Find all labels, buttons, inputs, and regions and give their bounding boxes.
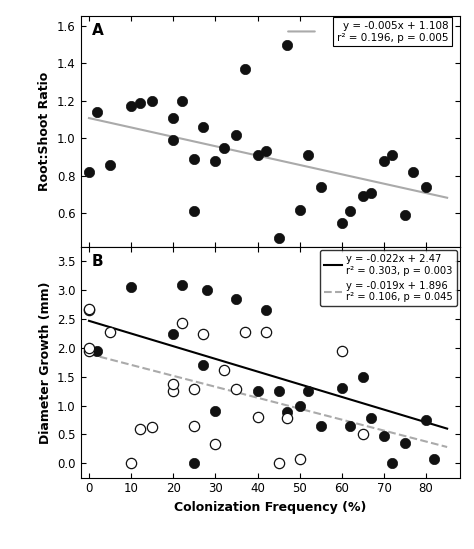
Point <box>136 424 143 433</box>
Point <box>296 455 303 463</box>
Point <box>178 97 185 105</box>
Point <box>136 98 143 107</box>
Point <box>346 422 354 430</box>
Point <box>317 422 325 430</box>
Point <box>367 188 375 197</box>
Point <box>128 459 135 468</box>
Point <box>359 372 367 381</box>
Point <box>199 361 207 369</box>
Point <box>262 306 270 315</box>
Point <box>211 156 219 165</box>
Point <box>304 386 312 395</box>
Point <box>85 346 93 355</box>
Point <box>262 147 270 156</box>
Point <box>85 305 93 313</box>
Point <box>410 167 417 176</box>
Point <box>220 366 228 374</box>
Y-axis label: Root:Shoot Ratio: Root:Shoot Ratio <box>38 72 51 192</box>
Point <box>94 346 101 355</box>
Point <box>401 211 409 220</box>
Point <box>220 143 228 152</box>
Point <box>191 385 198 394</box>
Point <box>128 102 135 111</box>
Point <box>401 439 409 447</box>
Point <box>422 416 430 424</box>
Point <box>170 113 177 122</box>
Point <box>85 344 93 352</box>
Point <box>262 328 270 337</box>
Point <box>283 414 291 423</box>
Point <box>359 192 367 201</box>
Point <box>170 386 177 395</box>
Point <box>233 385 240 394</box>
Point <box>170 136 177 144</box>
Point <box>338 384 346 393</box>
Point <box>380 156 388 165</box>
Point <box>178 280 185 289</box>
Point <box>254 386 261 395</box>
Point <box>211 440 219 449</box>
Point <box>211 407 219 416</box>
Point <box>389 459 396 468</box>
Point <box>359 430 367 439</box>
Y-axis label: Diameter Growth (mm): Diameter Growth (mm) <box>38 281 52 444</box>
Point <box>275 233 283 242</box>
Point <box>85 306 93 315</box>
Point <box>241 328 249 337</box>
Point <box>283 40 291 49</box>
Point <box>178 319 185 328</box>
Point <box>199 329 207 338</box>
Text: B: B <box>92 254 104 269</box>
Point <box>148 423 156 432</box>
Point <box>338 219 346 227</box>
Point <box>203 286 211 295</box>
Point <box>389 151 396 160</box>
Point <box>199 122 207 131</box>
Point <box>380 432 388 440</box>
Point <box>170 329 177 338</box>
Point <box>241 65 249 74</box>
Point <box>128 283 135 292</box>
Text: y = -0.005x + 1.108
r² = 0.196, p = 0.005: y = -0.005x + 1.108 r² = 0.196, p = 0.00… <box>337 21 448 43</box>
Point <box>191 207 198 216</box>
Point <box>233 130 240 139</box>
Point <box>431 454 438 463</box>
Point <box>106 328 114 337</box>
X-axis label: Colonization Frequency (%): Colonization Frequency (%) <box>174 501 366 514</box>
Point <box>346 207 354 216</box>
Point <box>296 205 303 214</box>
Point <box>304 151 312 160</box>
Point <box>296 401 303 410</box>
Point <box>254 151 261 160</box>
Point <box>338 346 346 355</box>
Point <box>283 408 291 417</box>
Point <box>275 459 283 468</box>
Point <box>422 183 430 192</box>
Point <box>191 155 198 164</box>
Legend: y = -0.022x + 2.47
r² = 0.303, p = 0.003, y = -0.019x + 1.896
r² = 0.106, p = 0.: y = -0.022x + 2.47 r² = 0.303, p = 0.003… <box>320 250 457 306</box>
Point <box>233 294 240 303</box>
Point <box>317 183 325 192</box>
Point <box>94 108 101 116</box>
Point <box>170 379 177 388</box>
Point <box>191 422 198 431</box>
Text: A: A <box>92 24 104 38</box>
Point <box>367 413 375 422</box>
Point <box>275 386 283 395</box>
Point <box>148 97 156 105</box>
Point <box>191 459 198 468</box>
Point <box>85 167 93 176</box>
Point <box>106 160 114 169</box>
Point <box>254 413 261 422</box>
